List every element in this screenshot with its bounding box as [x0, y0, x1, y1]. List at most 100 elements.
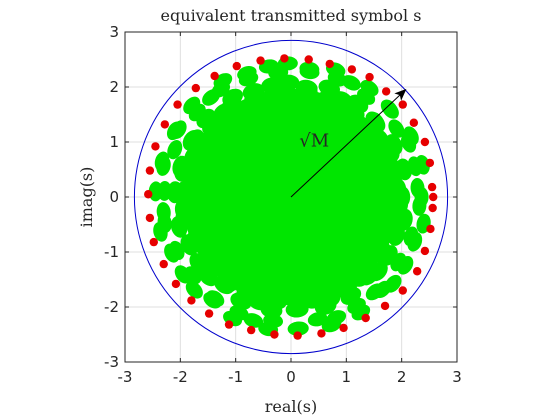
cloud-blob [170, 216, 188, 238]
x-axis-label: real(s) [265, 397, 317, 416]
cloud-blob [403, 126, 419, 146]
outer-point [426, 224, 435, 234]
outer-point [173, 100, 182, 109]
cloud-blob [166, 121, 183, 141]
cloud-blob [244, 88, 266, 106]
cloud-blob [229, 305, 249, 321]
cloud-blob [188, 103, 206, 122]
cloud-blob [403, 226, 419, 247]
cloud-blob [318, 79, 341, 97]
outer-point [325, 59, 334, 69]
outer-point [425, 158, 435, 168]
x-tick-label: -3 [118, 368, 133, 386]
outer-point [270, 330, 279, 339]
x-tick-label: 1 [342, 368, 352, 386]
outer-point [420, 246, 430, 256]
cloud-blob [379, 245, 398, 266]
cloud-blob [156, 156, 171, 176]
outer-point [187, 296, 196, 305]
cloud-blob [388, 119, 405, 138]
outer-point [409, 118, 419, 127]
outer-point [427, 182, 437, 192]
cloud-blob [182, 130, 201, 151]
cloud-blob [164, 243, 180, 263]
outer-point [398, 286, 407, 295]
cloud-blob [198, 266, 218, 287]
x-tick-label: 2 [397, 368, 407, 386]
red-outer-points [144, 54, 438, 340]
cloud-blob [243, 313, 264, 328]
cloud-blob [288, 321, 309, 336]
cloud-blob [307, 312, 328, 327]
cloud-blob [410, 177, 425, 198]
axis-ticks: -3 -2 -1 0 1 2 3 -3 -2 -1 0 1 2 3 [104, 23, 462, 386]
y-tick-label: 1 [109, 133, 119, 151]
outer-point [145, 213, 155, 223]
cloud-blob [360, 79, 379, 97]
cloud-blob [174, 159, 191, 182]
annotation-sqrt-m: √M [299, 130, 329, 151]
cloud-blob [263, 313, 284, 328]
y-tick-label: -3 [104, 353, 119, 371]
cloud-blob [148, 181, 163, 202]
x-tick-label: -2 [173, 368, 188, 386]
outer-point [304, 55, 313, 64]
outer-point [347, 65, 357, 74]
bounding-circle [133, 39, 449, 355]
outer-point [145, 166, 155, 175]
y-tick-label: 2 [109, 78, 119, 96]
cloud-blob [286, 301, 309, 318]
cloud-blob [167, 140, 183, 160]
outer-point [317, 329, 326, 338]
outer-point [365, 72, 374, 82]
cloud-blob [392, 193, 409, 216]
cloud-blob [371, 128, 390, 150]
cloud-blob [180, 234, 198, 256]
cloud-blob [365, 111, 385, 132]
cloud-blob [202, 89, 221, 106]
cloud-blob [216, 273, 237, 293]
y-tick-label: -1 [104, 243, 119, 261]
cloud-blob [387, 160, 405, 182]
cloud-blob [184, 266, 202, 285]
cloud-blob [340, 287, 362, 305]
y-tick-label: 0 [109, 188, 119, 206]
outer-point [429, 192, 438, 202]
x-tick-label: 0 [286, 368, 296, 386]
x-tick-label: -1 [228, 368, 243, 386]
outer-point [151, 142, 160, 151]
outer-point [398, 100, 407, 109]
outer-point [160, 120, 170, 129]
outer-point [149, 237, 158, 247]
cloud-blob [385, 134, 403, 156]
cloud-blob [264, 293, 287, 310]
cloud-blob [380, 99, 398, 118]
cloud-blob [384, 274, 402, 293]
cloud-blob [238, 71, 259, 87]
outer-point [224, 320, 234, 329]
outer-point [380, 301, 390, 311]
outer-point [159, 259, 168, 269]
cloud-blob [348, 94, 369, 113]
outer-point [210, 71, 219, 81]
outer-point [191, 83, 201, 93]
y-tick-label: 3 [109, 23, 119, 41]
cloud-blob [185, 281, 203, 299]
outer-point [412, 267, 422, 276]
cloud-blob [295, 79, 318, 96]
cloud-blob [167, 181, 184, 204]
y-axis-label: imag(s) [77, 167, 96, 228]
outer-point [246, 325, 256, 335]
outer-point [428, 203, 437, 213]
cloud-blob [384, 219, 401, 241]
outer-point [204, 309, 214, 318]
outer-point [293, 331, 302, 340]
cloud-blob [412, 195, 427, 216]
cloud-blob [206, 290, 225, 307]
cloud-blob [407, 156, 423, 177]
y-tick-label: -2 [104, 298, 119, 316]
outer-point [381, 87, 391, 96]
outer-point [280, 54, 289, 63]
outer-point [144, 190, 153, 199]
